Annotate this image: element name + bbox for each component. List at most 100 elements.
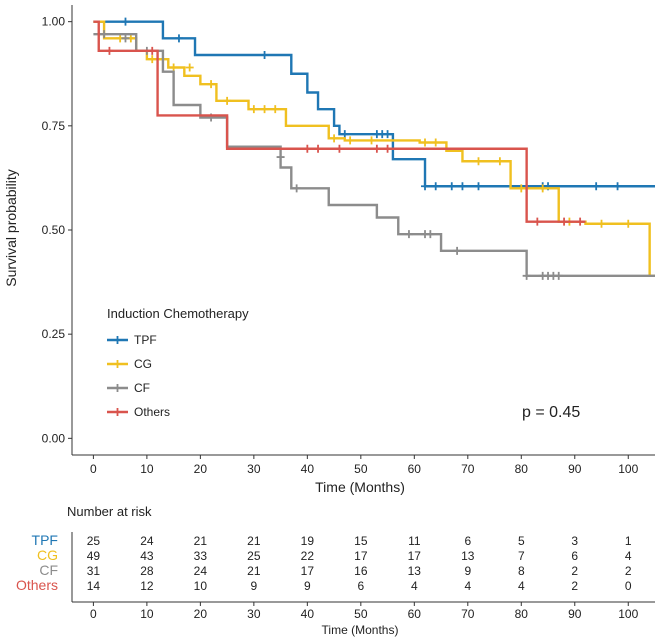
- risk-cell: 49: [87, 549, 101, 563]
- risk-cell: 3: [571, 534, 578, 548]
- censor-mark-cg: [330, 134, 339, 143]
- censor-mark-cg: [223, 96, 232, 105]
- risk-cell: 16: [354, 564, 368, 578]
- x-tick-label: 40: [301, 462, 315, 476]
- censor-mark-cg: [367, 136, 376, 145]
- risk-table: TPF 25 24 21 21 19 15 11 6 5 3 1CG 49 43 33 25 22 17 17 13 7…: [16, 532, 632, 593]
- x-tick-label: 70: [461, 462, 475, 476]
- risk-cell: 25: [87, 534, 101, 548]
- censor-mark-others: [314, 144, 323, 153]
- censor-mark-cf: [276, 153, 285, 162]
- legend-swatch-cross: [113, 384, 122, 392]
- censor-mark-cg: [624, 219, 633, 228]
- risk-cell: 4: [411, 579, 418, 593]
- risk-cell: 7: [518, 549, 525, 563]
- censor-mark-cg: [474, 157, 483, 166]
- y-ticks: 0.00 0.25 0.50 0.75 1.00: [42, 15, 72, 445]
- x-tick-label: 20: [194, 462, 208, 476]
- risk-x-tick-label: 60: [408, 607, 422, 621]
- y-tick-label: 1.00: [42, 15, 66, 29]
- censor-mark-tpf: [447, 182, 456, 191]
- censor-mark-cg: [346, 136, 355, 145]
- censor-mark-others: [372, 144, 381, 153]
- risk-cell: 17: [408, 549, 422, 563]
- y-tick-label: 0.50: [42, 223, 66, 237]
- risk-cell: 28: [140, 564, 154, 578]
- censor-mark-tpf: [431, 182, 440, 191]
- risk-cell: 6: [464, 534, 471, 548]
- risk-cell: 21: [194, 534, 208, 548]
- risk-x-tick-label: 30: [247, 607, 261, 621]
- legend-label: TPF: [134, 333, 157, 347]
- censor-mark-tpf: [421, 182, 430, 191]
- risk-cell: 0: [625, 579, 632, 593]
- risk-table-x-ticks: 0 10 20 30 40 50 60 70 80 90 100: [90, 602, 639, 621]
- risk-x-tick-label: 90: [568, 607, 582, 621]
- legend-swatch-cross: [113, 336, 122, 344]
- risk-x-tick-label: 10: [140, 607, 154, 621]
- y-axis-title: Survival probability: [3, 169, 19, 287]
- censor-mark-cf: [426, 230, 435, 239]
- risk-cell: 33: [194, 549, 208, 563]
- censor-mark-tpf: [260, 51, 269, 59]
- censor-mark-others: [383, 144, 392, 153]
- risk-cell: 2: [571, 564, 578, 578]
- risk-cell: 1: [625, 534, 632, 548]
- p-value-annotation: p = 0.45: [522, 404, 580, 421]
- censor-mark-cf: [100, 30, 109, 39]
- risk-cell: 2: [625, 564, 632, 578]
- risk-cell: 19: [301, 534, 315, 548]
- censor-mark-cg: [495, 157, 504, 166]
- censor-mark-others: [560, 217, 569, 226]
- risk-cell: 9: [304, 579, 311, 593]
- censor-mark-cg: [538, 184, 547, 193]
- x-tick-label: 80: [515, 462, 529, 476]
- risk-cell: 9: [464, 564, 471, 578]
- risk-x-tick-label: 70: [461, 607, 475, 621]
- risk-cell: 6: [357, 579, 364, 593]
- censor-mark-tpf: [458, 182, 467, 191]
- risk-cell: 14: [87, 579, 101, 593]
- censor-mark-tpf: [174, 34, 183, 43]
- risk-row-label: CG: [37, 547, 58, 563]
- censor-mark-cg: [249, 105, 258, 114]
- censor-mark-cg: [517, 184, 526, 193]
- risk-cell: 24: [140, 534, 154, 548]
- risk-cell: 17: [354, 549, 368, 563]
- risk-x-tick-label: 20: [194, 607, 208, 621]
- censor-mark-cf: [554, 271, 563, 280]
- risk-x-tick-label: 40: [301, 607, 315, 621]
- censor-mark-others: [148, 46, 157, 55]
- series-line-others: [93, 20, 586, 223]
- censor-mark-cg: [421, 138, 430, 147]
- censor-mark-others: [105, 46, 114, 55]
- risk-cell: 4: [625, 549, 632, 563]
- x-tick-label: 60: [408, 462, 422, 476]
- risk-cell: 17: [301, 564, 315, 578]
- risk-cell: 24: [194, 564, 208, 578]
- x-tick-label: 50: [354, 462, 368, 476]
- risk-cell: 43: [140, 549, 154, 563]
- y-tick-label: 0.25: [42, 327, 66, 341]
- risk-cell: 25: [247, 549, 261, 563]
- censor-mark-tpf: [121, 17, 130, 26]
- censor-mark-cg: [271, 105, 280, 114]
- x-axis-title: Time (Months): [315, 479, 405, 495]
- censor-mark-tpf: [340, 130, 349, 139]
- risk-x-tick-label: 80: [515, 607, 529, 621]
- censor-mark-others: [303, 144, 312, 153]
- censor-mark-cg: [169, 63, 178, 72]
- censor-mark-cg: [185, 63, 194, 72]
- censor-mark-others: [576, 217, 585, 226]
- risk-cell: 4: [518, 579, 525, 593]
- risk-row-label: TPF: [32, 532, 58, 548]
- risk-cell: 15: [354, 534, 368, 548]
- censor-mark-others: [335, 144, 344, 153]
- risk-cell: 31: [87, 564, 101, 578]
- series-layer: [93, 17, 655, 280]
- risk-cell: 8: [518, 564, 525, 578]
- risk-cell: 21: [247, 564, 261, 578]
- risk-cell: 9: [251, 579, 258, 593]
- censor-mark-tpf: [613, 182, 622, 191]
